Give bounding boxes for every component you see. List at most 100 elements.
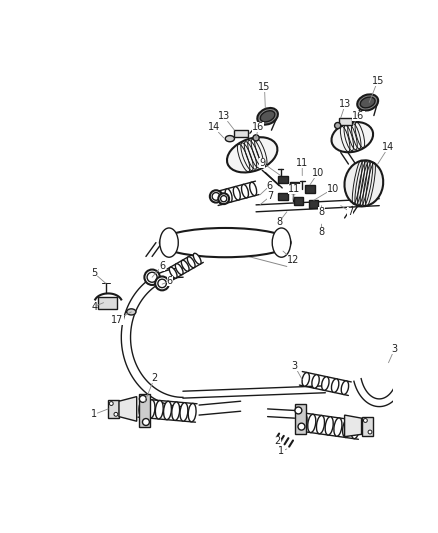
Text: 10: 10	[310, 168, 324, 185]
Ellipse shape	[217, 191, 224, 205]
Ellipse shape	[257, 108, 278, 125]
Text: 14: 14	[208, 122, 224, 138]
Text: 3: 3	[291, 361, 302, 379]
Ellipse shape	[225, 135, 234, 142]
Polygon shape	[345, 415, 361, 437]
Ellipse shape	[360, 97, 375, 108]
Ellipse shape	[344, 160, 383, 206]
Text: 8: 8	[318, 224, 325, 237]
Ellipse shape	[335, 123, 341, 128]
Polygon shape	[234, 130, 248, 137]
Ellipse shape	[139, 399, 147, 417]
Text: 13: 13	[339, 99, 351, 118]
Text: 9: 9	[259, 158, 281, 175]
Ellipse shape	[163, 401, 171, 419]
Ellipse shape	[325, 417, 333, 435]
Ellipse shape	[139, 395, 146, 402]
Ellipse shape	[188, 403, 196, 422]
Ellipse shape	[225, 189, 232, 202]
Ellipse shape	[160, 228, 291, 257]
Text: 8: 8	[276, 212, 287, 227]
Polygon shape	[305, 185, 314, 192]
Ellipse shape	[317, 415, 325, 434]
Text: 16: 16	[252, 122, 265, 138]
Text: 7: 7	[260, 191, 273, 205]
Ellipse shape	[321, 377, 329, 390]
Text: 17: 17	[111, 312, 131, 325]
Ellipse shape	[155, 277, 169, 290]
Text: 5: 5	[91, 269, 106, 284]
Ellipse shape	[357, 94, 378, 110]
Ellipse shape	[160, 228, 178, 257]
Ellipse shape	[170, 267, 177, 278]
Ellipse shape	[180, 403, 188, 421]
Text: 6: 6	[260, 181, 273, 195]
Polygon shape	[108, 400, 119, 418]
Text: 3: 3	[389, 344, 398, 363]
Polygon shape	[139, 393, 150, 427]
Ellipse shape	[175, 264, 183, 274]
Polygon shape	[294, 403, 306, 433]
Text: 6: 6	[152, 261, 165, 277]
Ellipse shape	[241, 184, 248, 198]
Ellipse shape	[181, 260, 189, 271]
Ellipse shape	[295, 407, 302, 414]
Ellipse shape	[253, 135, 259, 141]
Text: 6: 6	[162, 276, 173, 286]
Ellipse shape	[210, 190, 222, 203]
Text: 1: 1	[279, 446, 287, 456]
Polygon shape	[339, 118, 352, 125]
Text: 2: 2	[145, 373, 158, 403]
Ellipse shape	[127, 309, 136, 315]
Text: 16: 16	[352, 111, 364, 125]
Ellipse shape	[227, 137, 277, 173]
Ellipse shape	[272, 228, 291, 257]
Ellipse shape	[302, 373, 309, 386]
Ellipse shape	[312, 375, 319, 388]
Text: 12: 12	[283, 251, 299, 265]
Ellipse shape	[368, 430, 372, 434]
Text: 2: 2	[275, 436, 283, 446]
Polygon shape	[279, 175, 288, 183]
Text: 4: 4	[91, 302, 103, 311]
Ellipse shape	[364, 418, 367, 422]
Polygon shape	[294, 197, 303, 205]
Text: 13: 13	[218, 111, 234, 130]
Text: 14: 14	[378, 142, 395, 164]
Ellipse shape	[343, 419, 351, 438]
Ellipse shape	[351, 421, 359, 439]
Ellipse shape	[187, 257, 195, 268]
Text: 8: 8	[318, 206, 325, 217]
Ellipse shape	[212, 192, 220, 200]
Ellipse shape	[114, 413, 118, 416]
Ellipse shape	[332, 379, 339, 392]
Ellipse shape	[260, 111, 275, 122]
Ellipse shape	[334, 418, 342, 436]
Ellipse shape	[145, 270, 160, 285]
Ellipse shape	[250, 182, 257, 196]
Ellipse shape	[221, 196, 227, 202]
Text: 7: 7	[341, 206, 353, 217]
Text: 10: 10	[314, 184, 339, 200]
Text: 15: 15	[369, 76, 384, 102]
Ellipse shape	[341, 381, 349, 394]
Polygon shape	[98, 296, 117, 309]
Ellipse shape	[155, 400, 163, 419]
Polygon shape	[279, 192, 288, 200]
Ellipse shape	[172, 402, 180, 421]
Text: 11: 11	[288, 184, 300, 199]
Polygon shape	[362, 417, 373, 436]
Ellipse shape	[142, 418, 149, 425]
Ellipse shape	[308, 414, 316, 433]
Ellipse shape	[193, 253, 201, 264]
Ellipse shape	[298, 423, 305, 430]
Ellipse shape	[147, 400, 155, 418]
Ellipse shape	[110, 401, 113, 406]
Text: 1: 1	[91, 409, 108, 419]
Polygon shape	[309, 200, 318, 208]
Ellipse shape	[158, 279, 166, 288]
Ellipse shape	[233, 187, 240, 200]
Ellipse shape	[147, 272, 157, 282]
Polygon shape	[119, 397, 137, 421]
Ellipse shape	[332, 122, 373, 152]
